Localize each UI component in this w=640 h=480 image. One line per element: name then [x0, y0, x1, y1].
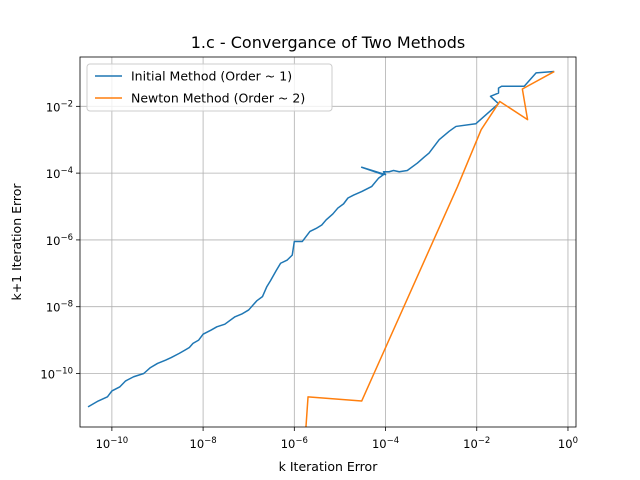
x-tick-label: 100	[558, 436, 578, 451]
plot-frame	[79, 56, 577, 428]
series-line-initial-method	[87, 70, 555, 408]
y-axis-label: k+1 Iteration Error	[9, 183, 24, 301]
y-tick-label: 10−6	[46, 233, 73, 248]
series-lines	[87, 70, 555, 428]
legend-label-newton-method: Newton Method (Order ~ 2)	[131, 91, 305, 106]
series-line-newton-method	[305, 70, 555, 428]
legend: Initial Method (Order ~ 1) Newton Method…	[86, 63, 333, 112]
y-tick-label: 10−8	[46, 300, 73, 315]
y-axis-ticks: 10−10 10−8 10−6 10−4 10−2	[40, 99, 80, 381]
legend-label-initial-method: Initial Method (Order ~ 1)	[131, 69, 292, 84]
x-tick-label: 10−10	[96, 436, 129, 451]
x-tick-label: 10−8	[190, 436, 217, 451]
x-tick-label: 10−2	[463, 436, 490, 451]
y-tick-label: 10−4	[46, 166, 73, 181]
legend-box	[86, 63, 333, 112]
x-tick-label: 10−4	[372, 436, 399, 451]
y-tick-label: 10−10	[40, 366, 73, 381]
chart-title: 1.c - Convergance of Two Methods	[191, 33, 465, 52]
y-tick-label: 10−2	[46, 99, 73, 114]
x-tick-label: 10−6	[281, 436, 308, 451]
x-axis-ticks: 10−10 10−8 10−6 10−4 10−2 100	[96, 427, 578, 451]
grid-lines	[80, 57, 576, 427]
x-axis-label: k Iteration Error	[279, 459, 379, 474]
